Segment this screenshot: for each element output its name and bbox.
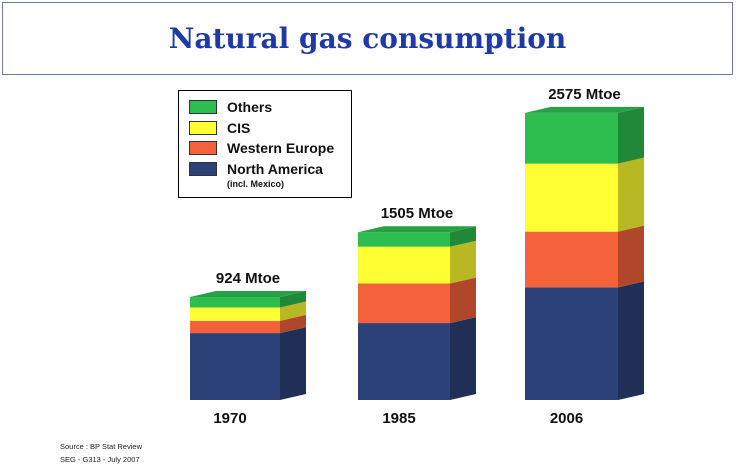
legend-swatch-cis <box>189 121 217 135</box>
bar-side-1985-cis <box>450 240 476 284</box>
total-label-2006: 2575 Mtoe <box>548 86 621 103</box>
bar-2006-others <box>525 112 618 164</box>
legend: Others CIS Western Europe North America … <box>178 90 352 198</box>
bar-side-1970-others <box>280 290 306 308</box>
bar-side-2006-cis <box>618 157 644 232</box>
bar-side-1985-western-europe <box>450 277 476 324</box>
total-label-1985: 1505 Mtoe <box>381 205 454 222</box>
source-date-line: SEG - G313 - July 2007 <box>60 455 140 464</box>
legend-swatch-others <box>189 100 217 114</box>
legend-item-cis: CIS <box>189 120 250 136</box>
title-box: Natural gas consumption <box>2 2 733 75</box>
legend-swatch-north-america <box>189 162 217 176</box>
legend-label-north-america: North America <box>227 161 323 177</box>
bar-side-1970-western-europe <box>280 314 306 334</box>
legend-label-cis: CIS <box>227 120 251 136</box>
bar-1970-others <box>190 296 280 308</box>
bar-1970-north-america <box>190 333 280 400</box>
legend-swatch-western-europe <box>189 141 217 155</box>
bar-2006-cis <box>525 163 618 232</box>
bar-top-1970 <box>190 290 306 297</box>
bar-1970-cis <box>190 307 280 321</box>
bar-side-1970-cis <box>280 301 306 321</box>
legend-label-others: Others <box>227 99 273 115</box>
bar-side-1985-north-america <box>450 317 476 400</box>
category-label-1985: 1985 <box>382 410 415 427</box>
legend-item-others: Others <box>189 99 272 115</box>
legend-label-western-europe: Western Europe <box>227 140 335 156</box>
source-line: Source : BP Stat Review <box>60 442 142 451</box>
legend-note: (incl. Mexico) <box>227 179 285 189</box>
bar-1985-north-america <box>358 323 450 400</box>
bar-1970-western-europe <box>190 320 280 334</box>
bar-top-2006 <box>525 106 644 113</box>
bar-top-1985 <box>358 226 476 233</box>
bar-side-2006-western-europe <box>618 225 644 288</box>
bar-side-2006-others <box>618 106 644 164</box>
total-label-1970: 924 Mtoe <box>216 270 280 287</box>
bar-side-1985-others <box>450 226 476 247</box>
bar-1985-cis <box>358 246 450 284</box>
bar-2006-western-europe <box>525 231 618 288</box>
bar-1985-western-europe <box>358 283 450 324</box>
category-label-2006: 2006 <box>550 410 583 427</box>
bar-side-2006-north-america <box>618 281 644 400</box>
bar-side-1970-north-america <box>280 327 306 400</box>
category-label-1970: 1970 <box>213 410 246 427</box>
legend-item-north-america: North America <box>189 161 323 177</box>
legend-item-western-europe: Western Europe <box>189 140 334 156</box>
chart-title: Natural gas consumption <box>168 22 567 55</box>
bar-1985-others <box>358 232 450 247</box>
bar-2006-north-america <box>525 287 618 400</box>
